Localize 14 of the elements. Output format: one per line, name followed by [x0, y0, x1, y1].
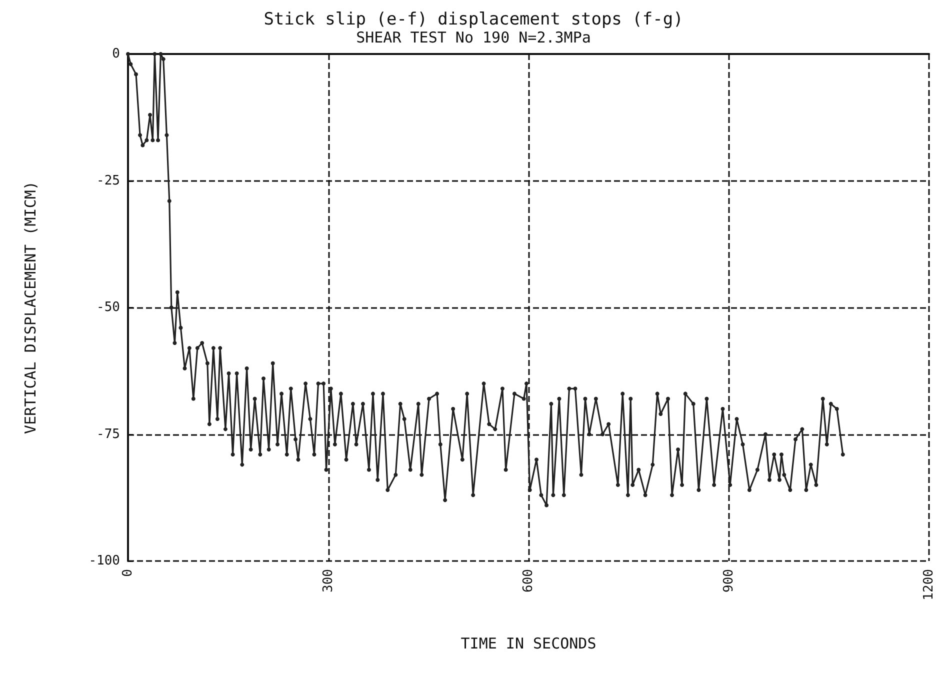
y-tick-label: -100 — [88, 554, 120, 568]
x-axis-title: TIME IN SECONDS — [460, 634, 596, 652]
x-tick-label: 0 — [120, 569, 136, 577]
chart-subtitle: SHEAR TEST No 190 N=2.3MPa — [356, 28, 591, 46]
chart-title: Stick slip (e-f) displacement stops (f-g) — [264, 10, 684, 30]
x-tick-label: 600 — [521, 569, 536, 592]
x-tick-label: 900 — [721, 569, 736, 592]
x-tick-label: 300 — [320, 569, 336, 592]
y-tick-label: 0 — [112, 46, 120, 62]
x-tick-label: 1200 — [922, 569, 936, 600]
y-axis-title: VERTICAL DISPLACEMENT (MICM) — [22, 181, 40, 434]
y-tick-label: -75 — [96, 426, 120, 442]
y-tick-label: -50 — [96, 300, 120, 315]
y-tick-label: -25 — [96, 173, 120, 188]
